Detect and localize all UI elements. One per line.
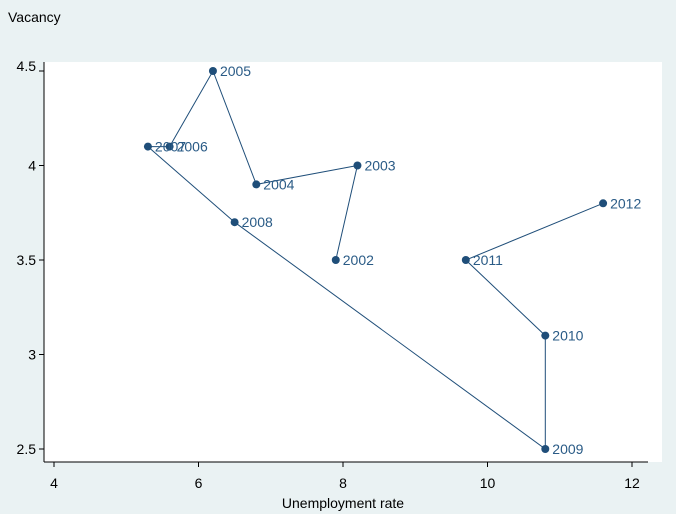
data-point-label: 2002 [343,252,374,268]
data-points [143,67,608,453]
data-point-label: 2006 [177,139,208,155]
data-point [143,142,152,151]
data-point [230,218,239,227]
data-point [165,142,174,151]
y-tick-label: 3 [28,347,36,363]
data-point-label: 2004 [263,176,294,192]
y-axis-title: Vacancy [8,9,61,25]
x-tick-label: 6 [195,475,203,491]
data-point [599,199,608,208]
data-point-label: 2003 [364,158,395,174]
x-tick-label: 8 [339,475,347,491]
data-point-label: 2009 [552,441,583,457]
x-tick-label: 4 [50,475,58,491]
y-tick-label: 4 [28,158,36,174]
data-point [252,180,261,189]
data-point [331,256,340,264]
y-tick-label: 4.5 [17,58,37,74]
x-axis-title: Unemployment rate [282,495,404,511]
data-point-label: 2008 [242,214,273,230]
data-point [461,256,470,264]
x-tick-label: 12 [624,475,640,491]
data-point-label: 2012 [610,195,641,211]
data-point-label: 2010 [552,328,583,344]
plot-area [44,62,662,462]
data-point-label: 2011 [473,252,503,268]
y-axis-ticks: 2.5 3 3.5 4 4.5 [17,58,44,457]
x-axis-ticks: 4 6 8 10 12 [50,462,640,491]
data-point [541,331,550,340]
data-point-label: 2007 [155,139,186,155]
y-tick-label: 2.5 [17,441,37,457]
data-point [353,161,362,170]
data-point-label: 2005 [220,63,251,79]
y-tick-label: 3.5 [17,252,37,268]
data-point [208,67,217,75]
x-tick-label: 10 [480,475,496,491]
data-point [541,445,550,453]
